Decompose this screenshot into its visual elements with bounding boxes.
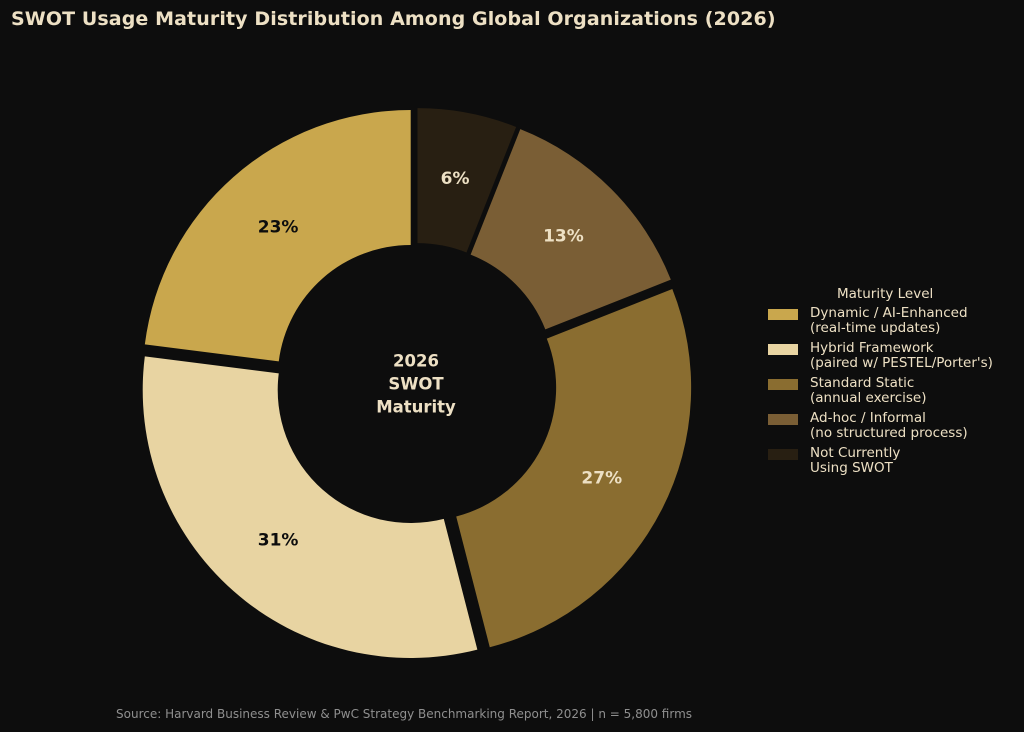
slice-ad-hoc-informal — [470, 129, 671, 330]
legend-title: Maturity Level — [837, 286, 934, 302]
slice-dynamic-ai-enhanced — [144, 109, 411, 362]
legend-swatch — [768, 309, 798, 320]
legend-item-dynamic-ai-enhanced: Dynamic / AI-Enhanced (real-time updates… — [768, 306, 1018, 336]
slice-not-currently — [417, 108, 517, 253]
legend-swatch — [768, 414, 798, 425]
legend-label: Not Currently Using SWOT — [810, 445, 901, 476]
legend-item-standard-static: Standard Static (annual exercise) — [768, 376, 1018, 406]
center-label-line: Maturity — [376, 398, 456, 417]
legend-swatch — [768, 379, 798, 390]
slice-hybrid-framework — [142, 356, 478, 659]
legend: Maturity Level Dynamic / AI-Enhanced (re… — [768, 286, 1018, 481]
slice-label-dynamic-ai-enhanced: 23% — [258, 218, 299, 238]
slice-labels-group: 23% 31% 27% 13% 6% — [258, 169, 622, 550]
chart-title: SWOT Usage Maturity Distribution Among G… — [11, 8, 776, 30]
legend-swatch — [768, 344, 798, 355]
legend-label: Dynamic / AI-Enhanced (real-time updates… — [810, 305, 968, 336]
legend-swatch — [768, 449, 798, 460]
slice-standard-static — [456, 288, 692, 648]
center-label: 2026 SWOT Maturity — [376, 352, 456, 417]
source-note: Source: Harvard Business Review & PwC St… — [116, 707, 693, 721]
legend-label: Standard Static (annual exercise) — [810, 375, 927, 406]
slices-group — [142, 108, 692, 659]
slice-label-not-currently: 6% — [441, 169, 470, 189]
legend-item-ad-hoc-informal: Ad-hoc / Informal (no structured process… — [768, 411, 1018, 441]
slice-label-hybrid-framework: 31% — [258, 530, 299, 550]
legend-item-hybrid-framework: Hybrid Framework (paired w/ PESTEL/Porte… — [768, 341, 1018, 371]
slice-label-standard-static: 27% — [581, 469, 622, 489]
legend-label: Ad-hoc / Informal (no structured process… — [810, 410, 968, 441]
legend-items: Dynamic / AI-Enhanced (real-time updates… — [768, 306, 1018, 476]
center-label-line: 2026 — [393, 352, 439, 371]
legend-label: Hybrid Framework (paired w/ PESTEL/Porte… — [810, 340, 993, 371]
center-label-line: SWOT — [388, 375, 444, 394]
slice-label-ad-hoc-informal: 13% — [543, 227, 584, 247]
legend-item-not-currently: Not Currently Using SWOT — [768, 446, 1018, 476]
